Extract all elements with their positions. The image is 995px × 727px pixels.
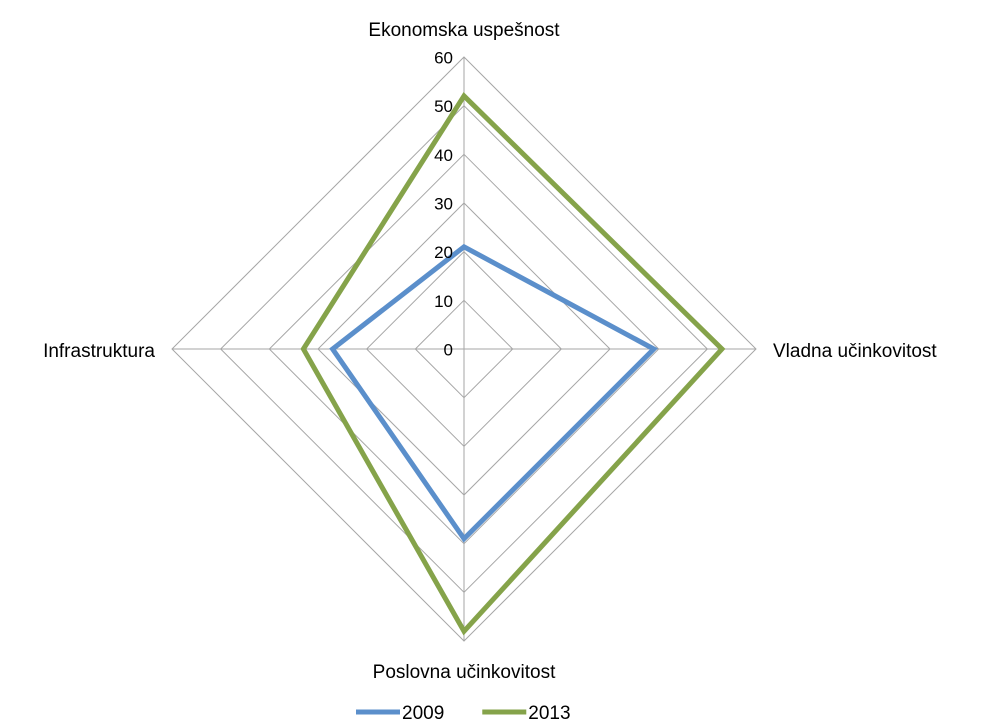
category-label: Vladna učinkovitost <box>773 341 937 362</box>
tick-label: 40 <box>434 146 453 165</box>
legend-label: 2009 <box>402 703 444 724</box>
tick-label: 10 <box>434 292 453 311</box>
tick-label: 30 <box>434 194 453 213</box>
tick-label: 50 <box>434 97 453 116</box>
legend-label: 2013 <box>528 703 570 724</box>
tick-label: 60 <box>434 48 453 67</box>
series-line <box>329 243 658 543</box>
series-line <box>300 91 726 636</box>
category-label: Ekonomska uspešnost <box>368 20 560 41</box>
tick-label: 0 <box>444 340 453 359</box>
category-label: Infrastruktura <box>43 341 155 362</box>
category-label: Poslovna učinkovitost <box>373 662 556 683</box>
tick-label: 20 <box>434 243 453 262</box>
